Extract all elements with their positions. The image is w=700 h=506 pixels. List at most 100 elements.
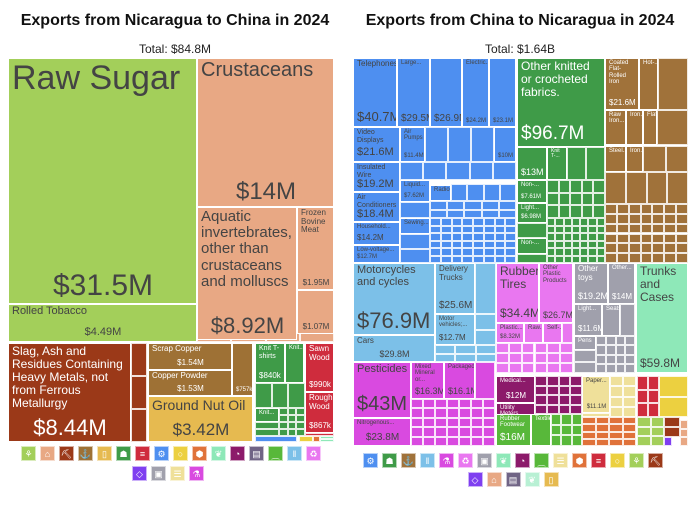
treemap-tile[interactable]: Radio... (430, 185, 451, 201)
treemap-tile[interactable]: Motor vehicles;... $12.7M (435, 314, 475, 345)
treemap-small-tile[interactable] (596, 363, 606, 373)
treemap-tile[interactable]: $757k (232, 343, 253, 396)
treemap-small-tile[interactable] (494, 240, 506, 248)
treemap-small-tile[interactable] (435, 427, 447, 437)
treemap-tile[interactable]: Non-... (517, 238, 547, 254)
treemap-small-tile[interactable] (582, 417, 596, 425)
treemap-small-tile[interactable] (455, 345, 476, 354)
treemap-small-tile[interactable] (430, 209, 448, 218)
treemap-small-tile[interactable] (483, 399, 495, 409)
treemap-tile[interactable]: Pens (574, 336, 596, 350)
treemap-small-tile[interactable] (580, 225, 589, 233)
stone-icon[interactable]: ⬢ (192, 446, 207, 461)
treemap-small-tile[interactable] (534, 363, 548, 373)
shirt-icon[interactable]: ☗ (116, 446, 131, 461)
treemap-small-tile[interactable] (475, 263, 496, 314)
treemap-small-tile[interactable] (447, 427, 459, 437)
treemap-small-tile[interactable] (657, 110, 688, 145)
treemap-small-tile[interactable] (547, 233, 556, 241)
treemap-small-tile[interactable] (423, 427, 435, 437)
treemap-small-tile[interactable] (574, 361, 596, 373)
treemap-small-tile[interactable] (593, 205, 605, 218)
treemap-small-tile[interactable] (648, 376, 659, 390)
treemap-small-tile[interactable] (440, 218, 452, 226)
treemap-tile[interactable]: Knit T-shirts $840k (255, 343, 285, 383)
treemap-small-tile[interactable] (547, 218, 556, 226)
treemap-tile[interactable]: Frozen Bovine Meat $1.95M (297, 207, 334, 290)
treemap-small-tile[interactable] (451, 240, 463, 248)
treemap-small-tile[interactable] (521, 353, 535, 363)
diamond-icon[interactable]: ◇ (467, 472, 483, 487)
treemap-tile[interactable]: Electric... $24.2M (462, 58, 489, 127)
treemap-small-tile[interactable] (588, 248, 597, 256)
treemap-small-tile[interactable] (475, 353, 496, 362)
treemap-small-tile[interactable] (534, 353, 548, 363)
treemap-small-tile[interactable] (430, 218, 441, 226)
treemap-small-tile[interactable] (494, 225, 506, 233)
treemap-small-tile[interactable] (664, 437, 672, 446)
treemap-tile[interactable]: Raw Sugar $31.5M (8, 58, 197, 304)
treemap-tile[interactable]: Nitrogenous... $23.8M (353, 418, 411, 446)
treemap-small-tile[interactable] (582, 438, 596, 446)
treemap-small-tile[interactable] (498, 201, 516, 210)
treemap-tile[interactable]: $1.07M (297, 290, 334, 334)
treemap-tile[interactable]: Iron... (626, 146, 643, 172)
scroll-icon[interactable]: ☰ (170, 466, 185, 481)
treemap-tile[interactable]: Other knitted or crocheted fabrics. $96.7… (517, 58, 605, 147)
treemap-small-tile[interactable] (650, 426, 664, 437)
treemap-small-tile[interactable] (471, 417, 483, 428)
treemap-small-tile[interactable] (288, 383, 305, 408)
treemap-small-tile[interactable] (623, 386, 636, 397)
treemap-small-tile[interactable] (652, 213, 665, 224)
treemap-small-tile[interactable] (625, 336, 635, 346)
treemap-small-tile[interactable] (628, 233, 641, 244)
treemap-small-tile[interactable] (459, 427, 471, 437)
treemap-small-tile[interactable] (616, 253, 629, 263)
cow-icon[interactable]: ⌂ (40, 446, 55, 461)
treemap-small-tile[interactable] (435, 408, 447, 418)
treemap-small-tile[interactable] (580, 218, 589, 226)
treemap-small-tile[interactable] (411, 399, 423, 409)
treemap-small-tile[interactable] (505, 240, 516, 248)
treemap-small-tile[interactable] (447, 209, 465, 218)
treemap-small-tile[interactable] (483, 255, 495, 263)
treemap-small-tile[interactable] (558, 395, 571, 405)
treemap-small-tile[interactable] (558, 404, 571, 414)
treemap-small-tile[interactable] (605, 213, 617, 224)
treemap-small-tile[interactable] (475, 329, 496, 345)
treemap-tile[interactable]: Self-... (543, 323, 562, 343)
treemap-small-tile[interactable] (296, 408, 305, 415)
treemap-small-tile[interactable] (423, 399, 435, 409)
treemap-small-tile[interactable] (605, 204, 617, 214)
treemap-small-tile[interactable] (664, 233, 677, 244)
treemap-small-tile[interactable] (481, 209, 499, 218)
treemap-small-tile[interactable] (555, 248, 564, 256)
treemap-small-tile[interactable] (570, 180, 582, 193)
flask-icon[interactable]: ⚗ (189, 466, 204, 481)
treemap-tile[interactable]: Hot-... (639, 58, 658, 110)
treemap-small-tile[interactable] (664, 204, 677, 214)
gauge-icon[interactable]: ◔ (515, 453, 530, 468)
treemap-small-tile[interactable] (505, 248, 516, 256)
treemap-small-tile[interactable] (496, 363, 509, 373)
treemap-small-tile[interactable] (580, 248, 589, 256)
treemap-small-tile[interactable] (563, 218, 572, 226)
treemap-small-tile[interactable] (494, 218, 506, 226)
treemap-small-tile[interactable] (534, 343, 548, 353)
treemap-small-tile[interactable] (459, 399, 471, 409)
treemap-small-tile[interactable] (596, 354, 606, 364)
treemap-small-tile[interactable] (505, 225, 516, 233)
treemap-small-tile[interactable] (483, 218, 495, 226)
treemap-small-tile[interactable] (459, 436, 471, 446)
treemap-small-tile[interactable] (586, 147, 605, 180)
treemap-small-tile[interactable] (299, 436, 313, 442)
treemap-tile[interactable]: Medical... $12M (496, 376, 535, 403)
treemap-small-tile[interactable] (650, 417, 664, 427)
treemap-small-tile[interactable] (547, 240, 556, 248)
treemap-small-tile[interactable] (462, 255, 473, 263)
treemap-small-tile[interactable] (473, 255, 484, 263)
treemap-small-tile[interactable] (637, 436, 651, 446)
treemap-small-tile[interactable] (605, 354, 616, 364)
treemap-small-tile[interactable] (628, 213, 641, 224)
treemap-small-tile[interactable] (451, 248, 463, 256)
